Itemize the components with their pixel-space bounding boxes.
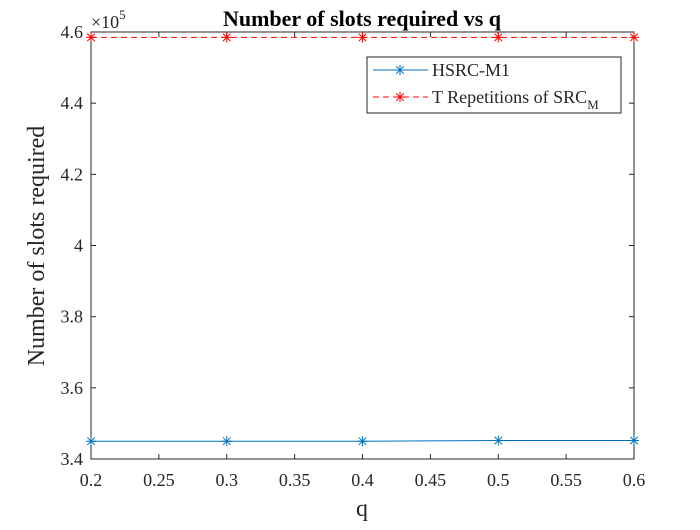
y-exponent-power: 5 (119, 7, 126, 22)
y-tick-label: 4.4 (61, 93, 84, 113)
chart-title: Number of slots required vs q (223, 6, 502, 31)
legend-box (366, 56, 622, 114)
legend-label-t-repetitions-main: T Repetitions of SRC (432, 87, 587, 107)
legend-marker (395, 92, 405, 102)
series-t-repetitions-src-m (86, 32, 639, 43)
legend-label-hsrc: HSRC-M1 (432, 60, 510, 80)
data-point (86, 436, 96, 447)
data-point (629, 435, 639, 446)
y-axis-ticks: 3.4 3.6 3.8 4 4.2 4.4 4.6 (61, 22, 634, 469)
data-point (357, 436, 368, 447)
x-tick-label: 0.4 (351, 470, 374, 490)
x-tick-label: 0.5 (487, 470, 510, 490)
x-tick-label: 0.55 (550, 470, 582, 490)
y-tick-label: 3.4 (61, 449, 84, 469)
legend-label-t-repetitions: T Repetitions of SRCM (432, 87, 599, 112)
x-tick-label: 0.35 (279, 470, 311, 490)
legend-marker (395, 65, 405, 75)
y-tick-label: 3.8 (61, 307, 84, 327)
y-exponent-label: ×105 (91, 7, 126, 32)
y-exponent-base: ×10 (91, 12, 119, 32)
data-point (493, 32, 504, 43)
y-axis-label: Number of slots required (24, 126, 50, 367)
data-point (357, 32, 368, 43)
legend-items (373, 65, 428, 102)
legend: HSRC-M1 T Repetitions of SRCM (366, 56, 622, 114)
x-axis-label: q (356, 496, 368, 522)
x-tick-label: 0.3 (216, 470, 239, 490)
x-tick-label: 0.25 (143, 470, 175, 490)
data-point (493, 435, 504, 446)
y-tick-label: 3.6 (61, 378, 84, 398)
data-point (221, 32, 232, 43)
x-axis-ticks: 0.2 0.25 0.3 0.35 0.4 0.45 0.5 0.55 0.6 (80, 32, 646, 490)
y-tick-label: 4 (74, 236, 83, 256)
data-point (221, 436, 232, 447)
x-tick-label: 0.6 (623, 470, 646, 490)
y-tick-label: 4.6 (61, 22, 84, 42)
series-layer (86, 32, 639, 447)
data-point (629, 32, 639, 43)
data-point (86, 32, 96, 43)
series-hsrc-m1 (86, 435, 639, 447)
x-tick-label: 0.2 (80, 470, 103, 490)
y-tick-label: 4.2 (61, 164, 84, 184)
x-tick-label: 0.45 (415, 470, 447, 490)
legend-label-t-repetitions-subscript: M (587, 97, 599, 112)
